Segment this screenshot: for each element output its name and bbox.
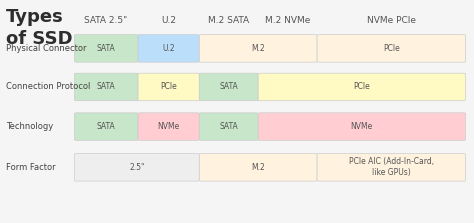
FancyBboxPatch shape [258,73,465,101]
Text: Technology: Technology [6,122,54,131]
Text: M.2: M.2 [251,44,265,53]
Text: M.2: M.2 [251,163,265,172]
Text: U.2: U.2 [163,44,175,53]
Text: SATA: SATA [219,82,238,91]
Text: PCIe: PCIe [354,82,370,91]
FancyBboxPatch shape [258,113,465,140]
Text: U.2: U.2 [161,16,176,25]
Text: M.2 NVMe: M.2 NVMe [265,16,310,25]
FancyBboxPatch shape [138,35,199,62]
FancyBboxPatch shape [199,35,317,62]
FancyBboxPatch shape [138,113,199,140]
FancyBboxPatch shape [74,35,138,62]
Text: 2.5": 2.5" [129,163,145,172]
Text: SATA: SATA [97,44,116,53]
FancyBboxPatch shape [74,73,138,101]
Text: PCIe: PCIe [383,44,400,53]
Text: NVMe: NVMe [157,122,180,131]
Text: PCIe: PCIe [160,82,177,91]
FancyBboxPatch shape [317,154,465,181]
Text: SATA: SATA [219,122,238,131]
Text: SATA: SATA [97,122,116,131]
Text: PCIe AIC (Add-In-Card,
like GPUs): PCIe AIC (Add-In-Card, like GPUs) [349,157,434,177]
FancyBboxPatch shape [74,154,199,181]
FancyBboxPatch shape [199,154,317,181]
Text: Physical Connector: Physical Connector [6,44,87,53]
FancyBboxPatch shape [138,73,199,101]
FancyBboxPatch shape [317,35,465,62]
FancyBboxPatch shape [199,113,258,140]
Text: Connection Protocol: Connection Protocol [6,82,91,91]
Text: NVMe: NVMe [351,122,373,131]
Text: Types
of SSD: Types of SSD [6,8,73,48]
FancyBboxPatch shape [74,113,138,140]
Text: NVMe PCIe: NVMe PCIe [366,16,416,25]
FancyBboxPatch shape [199,73,258,101]
Text: M.2 SATA: M.2 SATA [208,16,249,25]
Text: SATA 2.5": SATA 2.5" [84,16,128,25]
Text: Form Factor: Form Factor [6,163,56,172]
Text: SATA: SATA [97,82,116,91]
